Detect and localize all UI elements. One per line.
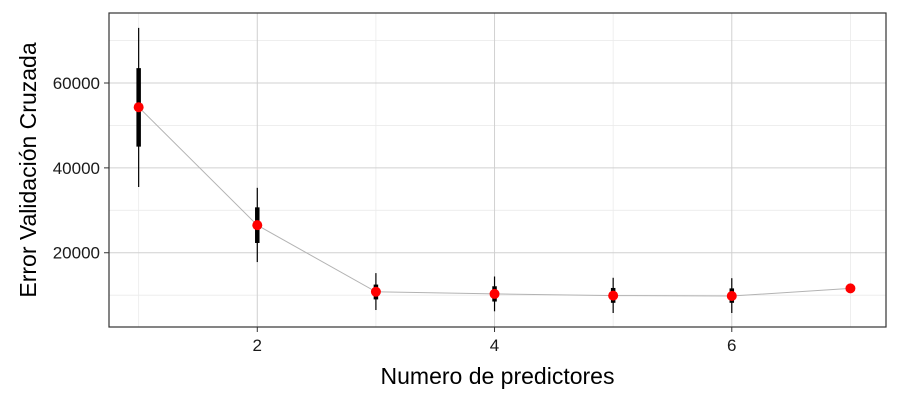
x-tick-label: 4 <box>490 336 499 355</box>
data-point <box>133 102 144 113</box>
x-axis-ticks: 2 4 6 <box>253 327 737 355</box>
data-point <box>845 283 856 294</box>
grid-major <box>109 13 886 327</box>
error-bars-inner <box>136 68 735 303</box>
y-tick-label: 20000 <box>53 244 100 263</box>
data-point <box>252 220 263 231</box>
data-point <box>489 288 500 299</box>
data-points <box>133 102 856 302</box>
x-axis-title: Numero de predictores <box>381 363 615 389</box>
y-tick-label: 60000 <box>53 74 100 93</box>
y-axis-ticks: 20000 40000 60000 <box>53 74 109 263</box>
error-bars-outer <box>138 27 733 313</box>
data-point <box>726 291 737 302</box>
plot-panel-border <box>108 12 887 328</box>
y-tick-label: 40000 <box>53 159 100 178</box>
x-tick-label: 6 <box>727 336 736 355</box>
data-point <box>370 286 381 297</box>
x-tick-label: 2 <box>253 336 262 355</box>
y-axis-title: Error Validación Cruzada <box>15 42 41 297</box>
data-point <box>608 290 619 301</box>
grid-minor <box>109 13 886 327</box>
